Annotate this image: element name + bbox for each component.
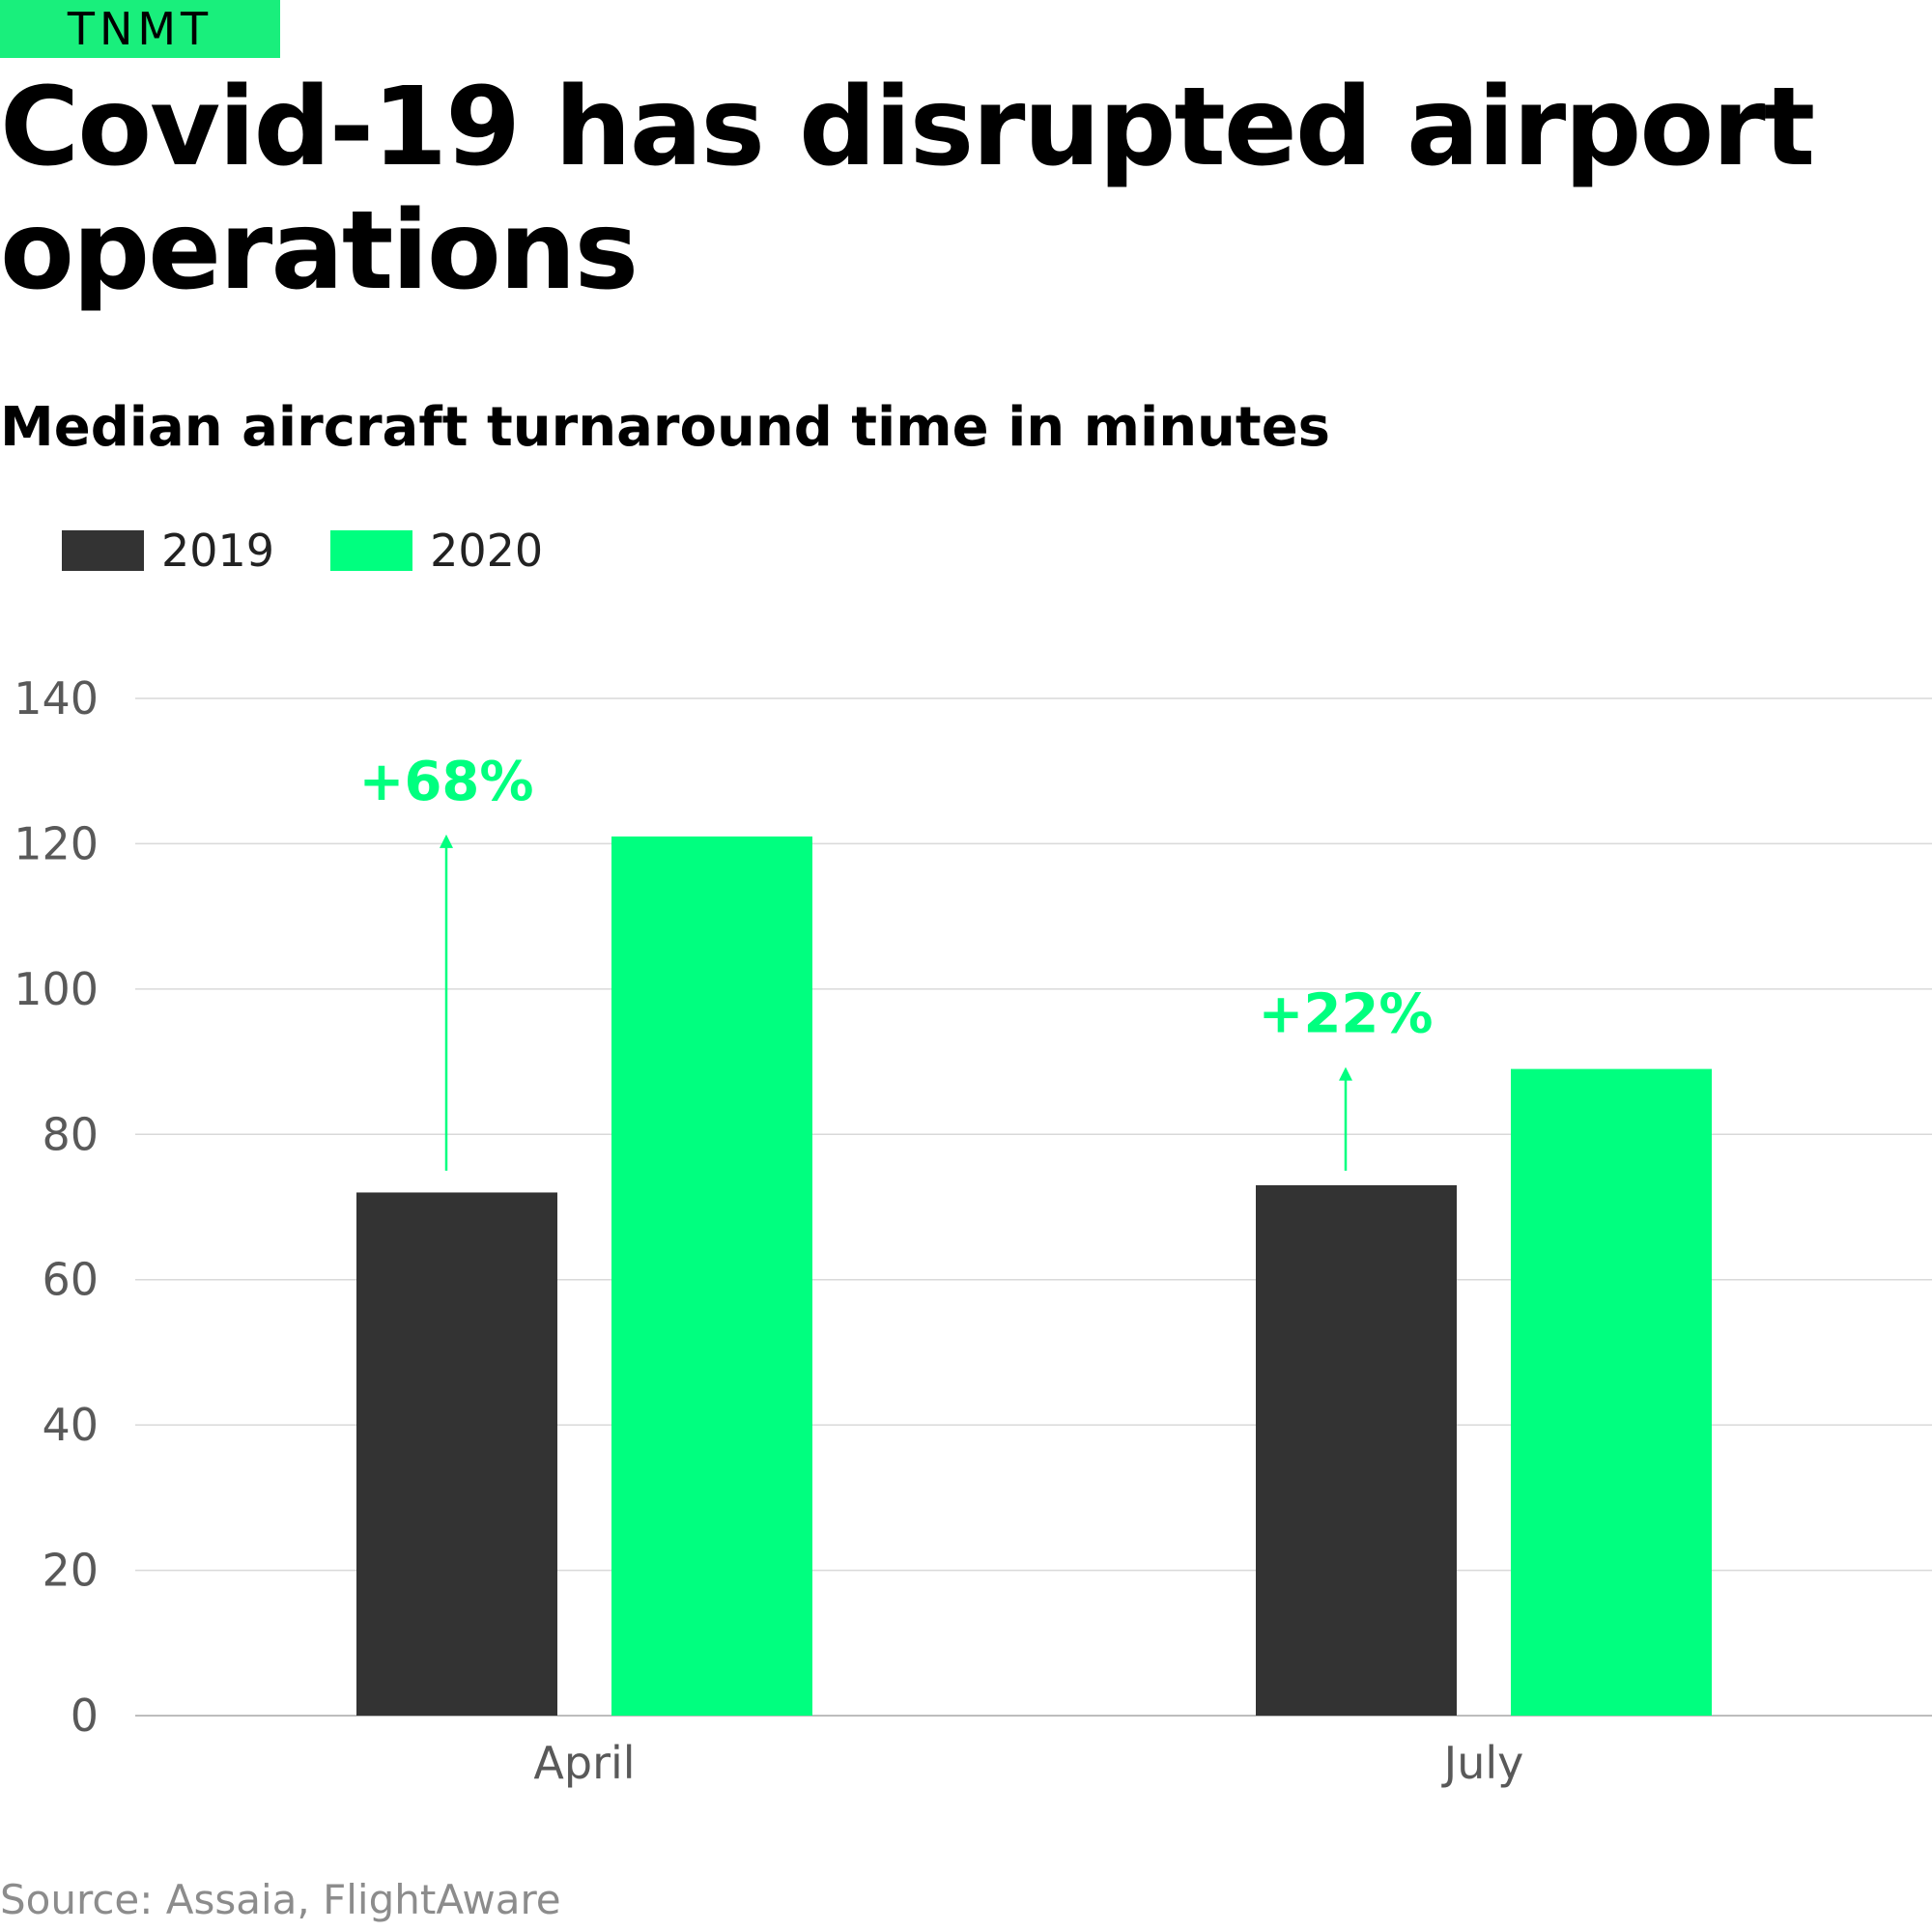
y-tick-label-60: 60 [42, 1254, 99, 1306]
bar-chart: 0 20 40 60 80 100 120 140 April July +68% +22% [14, 672, 1932, 1789]
x-tick-label-july: July [1441, 1737, 1524, 1789]
legend-item-2020: 2020 [330, 525, 543, 577]
brand-logo-text: TNMT [67, 3, 213, 55]
chart-subtitle: Median aircraft turnaround time in minut… [0, 396, 1331, 459]
y-tick-label-120: 120 [14, 817, 99, 869]
legend-swatch-2019 [62, 530, 144, 571]
legend-label-2020: 2020 [430, 525, 544, 577]
bar-july-2020 [1511, 1068, 1712, 1716]
source-note: Source: Assaia, FlightAware [0, 1876, 561, 1923]
legend: 2019 2020 [62, 522, 599, 580]
annotation-arrow-head-july [1339, 1066, 1352, 1081]
bar-july-2019 [1256, 1184, 1457, 1716]
legend-label-2019: 2019 [161, 525, 275, 577]
legend-item-2019: 2019 [62, 525, 274, 577]
y-tick-label-140: 140 [14, 672, 99, 724]
brand-logo: TNMT [0, 0, 280, 58]
y-tick-label-0: 0 [71, 1690, 99, 1742]
annotation-arrow-head-april [440, 834, 453, 848]
chart-title: Covid-19 has disrupted airport operation… [0, 65, 1815, 314]
y-tick-label-100: 100 [14, 963, 99, 1015]
y-tick-label-80: 80 [42, 1108, 99, 1160]
annotation-label-april: +68% [359, 751, 534, 813]
y-tick-label-40: 40 [42, 1399, 99, 1451]
y-tick-label-20: 20 [42, 1545, 99, 1597]
bar-april-2020 [611, 836, 812, 1716]
bar-april-2019 [356, 1192, 557, 1716]
x-tick-label-april: April [533, 1737, 635, 1789]
legend-swatch-2020 [330, 530, 413, 571]
annotation-label-july: +22% [1259, 983, 1434, 1046]
